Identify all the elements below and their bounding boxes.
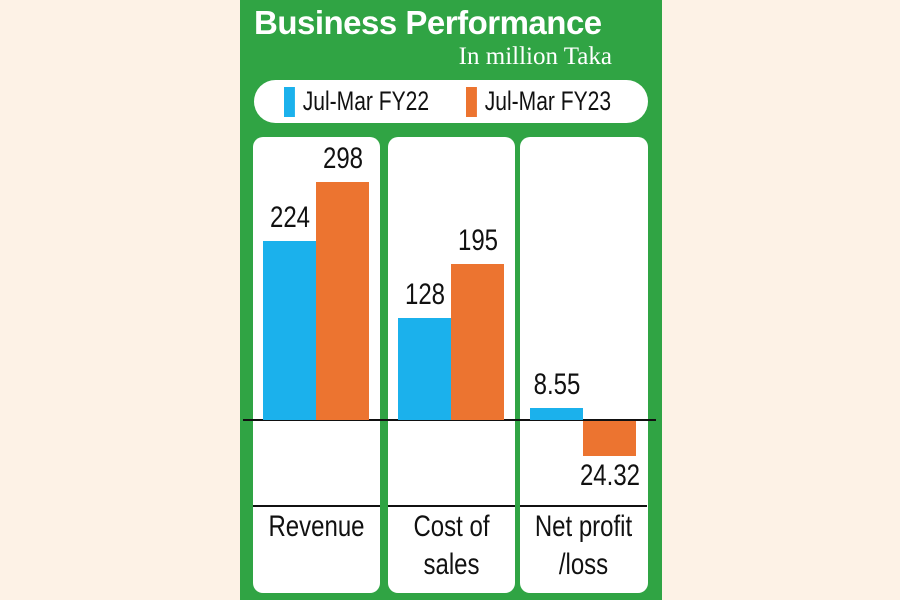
chart-title: Business Performance <box>254 4 602 41</box>
legend-swatch-fy23 <box>466 86 477 117</box>
category-label-line: Revenue <box>268 510 365 543</box>
bar-2-1 <box>583 421 636 457</box>
legend-swatch-fy22 <box>284 86 295 117</box>
category-label-line: Cost of <box>413 510 490 543</box>
zero-baseline <box>243 419 656 421</box>
category-divider <box>520 505 647 507</box>
category-divider <box>388 505 515 507</box>
data-label: 195 <box>457 224 499 257</box>
bar-2-0 <box>530 407 583 420</box>
data-label: 224 <box>269 200 311 234</box>
bar-0-0 <box>263 240 316 420</box>
bar-0-1 <box>316 181 369 420</box>
category-label-line: sales <box>423 548 480 581</box>
category-divider <box>253 505 380 507</box>
category-label-line: /loss <box>558 548 609 581</box>
category-label: Revenue <box>258 508 376 546</box>
category-label: Net profit/loss <box>525 508 643 584</box>
bar-1-0 <box>398 317 451 420</box>
legend-item-fy23: Jul-Mar FY23 <box>466 86 611 117</box>
data-label: 128 <box>404 277 446 311</box>
chart-subtitle: In million Taka <box>458 43 612 70</box>
legend-label-fy23: Jul-Mar FY23 <box>484 86 612 116</box>
legend-label-fy22: Jul-Mar FY22 <box>302 86 430 116</box>
data-label: 298 <box>322 141 364 175</box>
legend: Jul-Mar FY22 Jul-Mar FY23 <box>254 80 648 123</box>
legend-item-fy22: Jul-Mar FY22 <box>284 86 429 117</box>
category-label-line: Net profit <box>534 510 633 543</box>
bar-1-1 <box>451 264 504 420</box>
data-label: 8.55 <box>533 367 581 401</box>
panel-net-profit <box>520 137 648 593</box>
data-label: 24.32 <box>579 459 641 493</box>
category-label: Cost of sales <box>393 508 511 584</box>
